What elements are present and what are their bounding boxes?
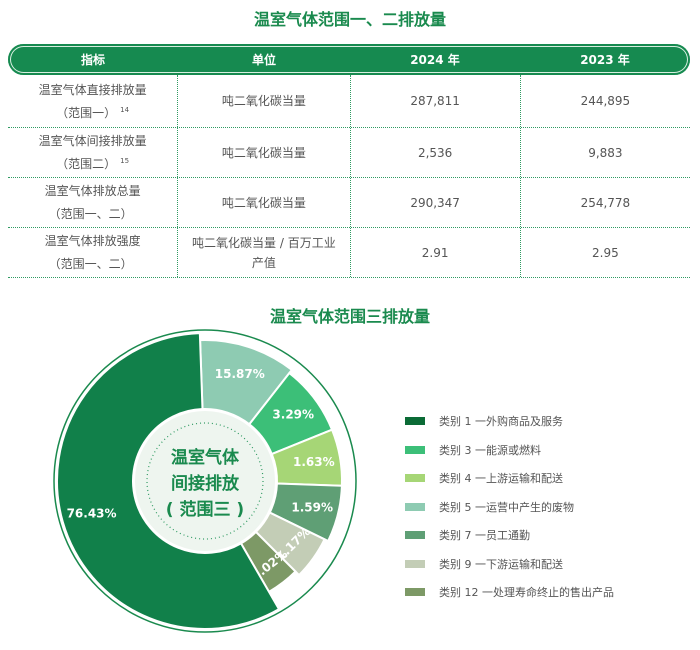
center-dotted-ring [146,422,264,540]
chart-title: 温室气体范围三排放量 [269,307,430,326]
legend-item: 类别 3 一能源或燃料 [405,436,614,465]
legend-swatch [405,445,425,454]
indicator-name: 温室气体直接排放量 [38,82,147,97]
chart-legend: 类别 1 一外购商品及服务 类别 3 一能源或燃料 类别 4 一上游运输和配送 类别 … [405,407,614,607]
legend-item: 类别 7 一员工通勤 [405,521,614,550]
table-header: 指标 单位 2024 年 2023 年 [8,44,690,75]
table-row: 温室气体排放强度 （范围一、二） 吨二氧化碳当量 / 百万工业产值 2.91 2.… [8,228,690,278]
indicator-cell: 温室气体排放总量 （范围一、二） [8,178,179,227]
value-2023-cell: 9,883 [588,145,623,160]
legend-item: 类别 9 一下游运输和配送 [405,550,614,579]
center-hole [135,411,275,551]
indicator-name: 温室气体排放强度 [44,234,141,248]
unit-text: 吨二氧化碳当量 [221,94,306,108]
center-label: 间接排放 [171,473,240,494]
center-label: ( 范围三 ) [166,499,244,520]
indicator-scope: （范围一、二） [48,207,133,221]
slice-label: 1.59% [291,501,333,515]
header-2023: 2023 年 [580,53,630,67]
indicator-scope: （范围一、二） [48,257,133,271]
indicator-scope: （范围一） [56,105,117,120]
legend-swatch [405,502,425,511]
value-2024-cell: 287,811 [351,75,521,127]
value-2024-cell: 2,536 [351,128,521,177]
slice-label: 15.87% [215,367,265,381]
legend-item: 类别 5 一运营中产生的废物 [405,493,614,522]
footnote-ref: 14 [120,105,130,114]
legend-label: 类别 12 一处理寿命终止的售出产品 [439,586,614,600]
indicator-cell: 温室气体排放强度 （范围一、二） [8,228,179,277]
indicator-name: 温室气体间接排放量 [38,134,147,148]
value-2023-cell: 244,895 [580,94,631,108]
indicator-cell: 温室气体间接排放量 （范围二） 15 [8,128,179,177]
legend-label: 类别 3 一能源或燃料 [439,443,541,457]
slice-4 [199,339,294,426]
footnote-ref: 15 [120,157,130,165]
legend-label: 类别 5 一运营中产生的废物 [439,500,574,514]
value-2024-cell: 2.91 [351,228,521,277]
legend-swatch [405,531,425,540]
table-row: 温室气体直接排放量 （范围一） 14 吨二氧化碳当量 287,811 244,895 [8,75,690,128]
unit-text: 吨二氧化碳当量 [221,195,306,210]
legend-item: 类别 1 一外购商品及服务 [405,407,614,436]
legend-swatch [405,417,425,426]
table-title: 温室气体范围一、二排放量 [253,10,446,29]
legend-item: 类别 4 一上游运输和配送 [405,464,614,493]
slice-label: 1.63% [293,455,335,469]
table-row: 温室气体排放总量 （范围一、二） 吨二氧化碳当量 290,347 254,778 [8,178,690,228]
legend-item: 类别 12 一处理寿命终止的售出产品 [405,578,614,607]
unit-cell: 吨二氧化碳当量 [178,75,351,127]
legend-label: 类别 7 一员工通勤 [439,529,530,543]
unit-cell: 吨二氧化碳当量 / 百万工业产值 [178,228,351,277]
indicator-scope: （范围二） [56,157,117,171]
outer-ring [53,329,357,633]
legend-swatch [405,588,425,597]
indicator-cell: 温室气体直接排放量 （范围一） 14 [8,75,179,127]
emissions-table: 指标 单位 2024 年 2023 年 温室气体直接排放量 （范围一） 14 吨二氧… [8,44,690,278]
unit-cell: 吨二氧化碳当量 [178,128,351,177]
legend-label: 类别 9 一下游运输和配送 [439,557,563,571]
slice-1 [56,332,281,630]
header-indicator: 指标 [80,53,105,67]
value-2023-cell: 254,778 [580,195,631,210]
slice-label: 76.43% [67,507,117,521]
header-unit: 单位 [251,53,276,67]
legend-swatch [405,474,425,483]
legend-label: 类别 1 一外购商品及服务 [439,415,563,429]
table-row: 温室气体间接排放量 （范围二） 15 吨二氧化碳当量 2,536 9,883 [8,128,690,178]
value-2023-cell: 2.95 [592,245,619,260]
legend-swatch [405,559,425,568]
center-label: 温室气体 [171,447,240,468]
header-2024: 2024 年 [410,53,460,67]
unit-cell: 吨二氧化碳当量 [178,178,351,227]
indicator-name: 温室气体排放总量 [44,184,141,198]
slice-label: 3.29% [272,407,314,421]
unit-text: 吨二氧化碳当量 / 百万工业产值 [192,235,336,270]
unit-text: 吨二氧化碳当量 [221,145,306,160]
legend-label: 类别 4 一上游运输和配送 [439,472,563,486]
value-2024-cell: 290,347 [351,178,521,227]
